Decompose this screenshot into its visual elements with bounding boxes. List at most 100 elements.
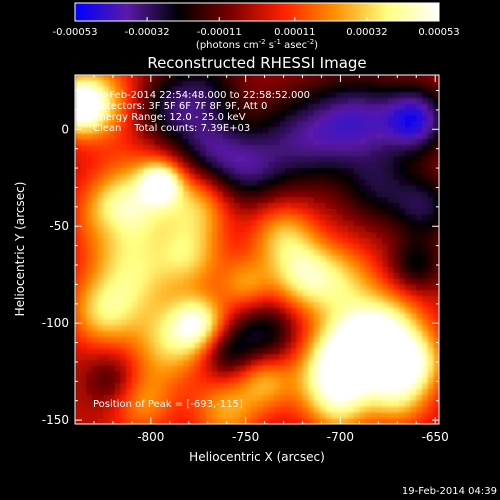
heatmap-cell (109, 226, 116, 233)
heatmap-cell (120, 348, 127, 355)
heatmap-cell (97, 232, 105, 239)
heatmap-cell (404, 278, 412, 285)
heatmap-cell (92, 313, 99, 320)
heatmap-cell (308, 424, 314, 430)
heatmap-cell (222, 412, 230, 419)
heatmap-cell (80, 278, 87, 285)
heatmap-cell (427, 261, 434, 268)
heatmap-cell (251, 336, 258, 344)
heatmap-cell (313, 162, 321, 169)
heatmap-cell (234, 203, 241, 210)
heatmap-cell (262, 237, 269, 245)
heatmap-cell (433, 400, 439, 408)
heatmap-cell (365, 104, 372, 111)
heatmap-cell (325, 313, 332, 320)
heatmap-cell (239, 296, 247, 303)
heatmap-cell (143, 104, 150, 111)
heatmap-cell (205, 290, 213, 297)
heatmap-cell (200, 232, 207, 239)
heatmap-cell (137, 267, 144, 274)
heatmap-cell (171, 377, 178, 384)
heatmap-cell (75, 86, 82, 93)
heatmap-cell (353, 104, 360, 111)
heatmap-cell (97, 325, 105, 332)
heatmap-cell (171, 162, 178, 169)
heatmap-cell (296, 208, 304, 216)
heatmap-cell (137, 383, 144, 390)
heatmap-cell (126, 296, 133, 303)
heatmap-cell (205, 371, 213, 378)
heatmap-cell (268, 232, 275, 239)
heatmap-cell (126, 412, 133, 419)
heatmap-cell (177, 360, 184, 367)
heatmap-cell (126, 127, 133, 134)
heatmap-cell (148, 109, 156, 117)
heatmap-cell (308, 255, 315, 262)
heatmap-cell (109, 249, 116, 256)
heatmap-cell (160, 255, 167, 262)
heatmap-cell (131, 86, 139, 93)
heatmap-cell (217, 400, 224, 408)
heatmap-cell (353, 296, 360, 303)
heatmap-cell (228, 342, 235, 349)
heatmap-cell (319, 208, 326, 216)
heatmap-cell (188, 115, 196, 123)
heatmap-cell (86, 98, 93, 105)
heatmap-cell (416, 249, 423, 256)
heatmap-cell (120, 272, 127, 280)
heatmap-cell (217, 342, 224, 349)
heatmap-cell (399, 400, 406, 408)
heatmap-cell (359, 197, 366, 204)
heatmap-cell (297, 424, 303, 430)
heatmap-cell (131, 80, 139, 88)
heatmap-cell (109, 197, 116, 204)
heatmap-cell (313, 284, 321, 291)
heatmap-cell (109, 325, 116, 332)
heatmap-cell (268, 109, 275, 117)
heatmap-cell (342, 80, 349, 88)
heatmap-cell (416, 406, 423, 413)
heatmap-cell (313, 208, 321, 216)
heatmap-cell (126, 220, 133, 227)
heatmap-cell (177, 144, 184, 152)
heatmap-cell (251, 80, 258, 88)
heatmap-cell (217, 243, 224, 251)
heatmap-cell (143, 185, 150, 192)
heatmap-cell (421, 365, 429, 373)
heatmap-cell (399, 394, 406, 402)
heatmap-cell (137, 191, 144, 198)
heatmap-cell (404, 296, 412, 303)
heatmap-cell (109, 133, 116, 140)
heatmap-cell (154, 383, 161, 390)
heatmap-cell (251, 115, 258, 123)
heatmap-cell (211, 226, 218, 233)
heatmap-cell (114, 325, 122, 332)
heatmap-cell (211, 354, 218, 361)
heatmap-cell (148, 389, 156, 396)
heatmap-cell (342, 220, 349, 227)
heatmap-cell (348, 185, 355, 192)
heatmap-cell (222, 261, 230, 268)
heatmap-cell (370, 144, 378, 152)
heatmap-cell (348, 336, 355, 344)
heatmap-cell (239, 115, 247, 123)
heatmap-cell (103, 232, 110, 239)
heatmap-cell (416, 197, 423, 204)
heatmap-cell (342, 406, 349, 413)
heatmap-cell (75, 255, 82, 262)
heatmap-cell (228, 139, 235, 146)
heatmap-cell (416, 267, 423, 274)
heatmap-cell (268, 237, 275, 245)
heatmap-cell (370, 301, 378, 309)
heatmap-cell (387, 313, 395, 320)
annotation-clean: Clean Total counts: 7.39E+03 (93, 123, 250, 134)
heatmap-cell (234, 261, 241, 268)
heatmap-cell (313, 226, 321, 233)
heatmap-cell (268, 424, 274, 430)
heatmap-cell (109, 383, 116, 390)
heatmap-cell (285, 354, 292, 361)
heatmap-cell (382, 307, 389, 315)
heatmap-cell (75, 92, 82, 99)
heatmap-cell (262, 284, 269, 291)
colorbar-tick-label: 0.00053 (418, 27, 459, 38)
